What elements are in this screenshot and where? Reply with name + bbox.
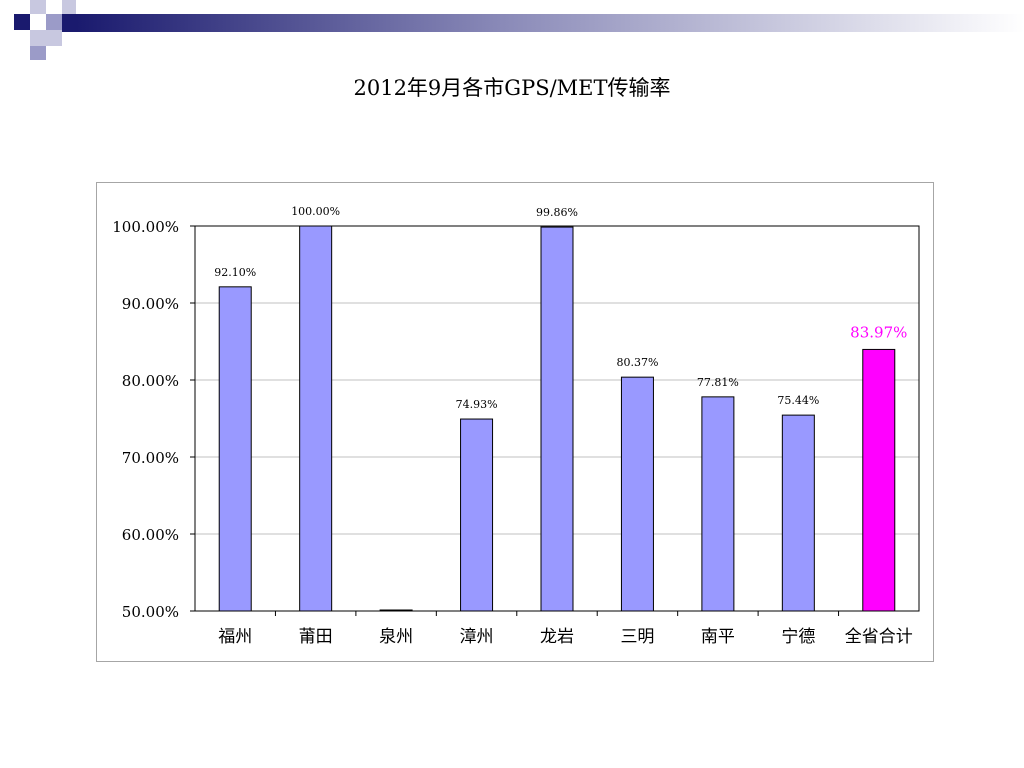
x-tick-label: 南平 xyxy=(701,627,735,647)
header-square xyxy=(30,30,46,46)
y-tick-label: 100.00% xyxy=(112,218,179,236)
bar xyxy=(701,396,735,612)
y-tick-label: 60.00% xyxy=(122,526,179,544)
y-tick-label: 80.00% xyxy=(122,372,179,390)
x-tick-label: 三明 xyxy=(620,627,654,647)
bar-chart: 50.00% 60.00% 70.00% 80.00% 90.00% 100.00% 福州 9… xyxy=(112,205,920,647)
bar xyxy=(379,609,413,612)
header-decoration xyxy=(14,0,1024,60)
bar xyxy=(540,226,574,612)
x-tick-label: 漳州 xyxy=(460,627,494,647)
bar xyxy=(299,225,333,612)
data-label: 80.37% xyxy=(616,356,658,369)
header-square xyxy=(62,14,76,32)
data-label: 77.81% xyxy=(697,376,739,389)
bar xyxy=(620,376,654,612)
header-gradient-band xyxy=(76,14,1024,32)
bar xyxy=(460,418,494,612)
header-square xyxy=(46,30,62,46)
slide-title: 2012年9月各市GPS/MET传输率 xyxy=(353,76,671,100)
bar xyxy=(862,348,896,612)
x-tick-label: 全省合计 xyxy=(845,627,913,647)
bar xyxy=(781,414,815,612)
y-tick-label: 90.00% xyxy=(122,295,179,313)
header-square xyxy=(14,14,30,30)
bar xyxy=(218,286,252,612)
data-label: 74.93% xyxy=(456,398,498,411)
data-label: 99.86% xyxy=(536,206,578,219)
x-tick-label: 龙岩 xyxy=(540,627,574,647)
header-square xyxy=(30,46,46,60)
x-tick-label: 宁德 xyxy=(781,627,815,647)
data-label: 92.10% xyxy=(214,266,256,279)
header-square xyxy=(30,0,46,14)
y-tick-label: 70.00% xyxy=(122,449,179,467)
data-label: 100.00% xyxy=(291,205,340,218)
data-label: 83.97% xyxy=(850,323,907,341)
y-tick-label: 50.00% xyxy=(122,603,179,621)
header-square xyxy=(46,14,62,30)
x-tick-label: 泉州 xyxy=(379,627,413,647)
x-tick-label: 福州 xyxy=(218,627,252,647)
data-label: 75.44% xyxy=(777,394,819,407)
x-tick-label: 莆田 xyxy=(299,627,333,647)
chart-frame: 50.00% 60.00% 70.00% 80.00% 90.00% 100.00% 福州 9… xyxy=(96,182,934,662)
header-square xyxy=(62,0,76,14)
